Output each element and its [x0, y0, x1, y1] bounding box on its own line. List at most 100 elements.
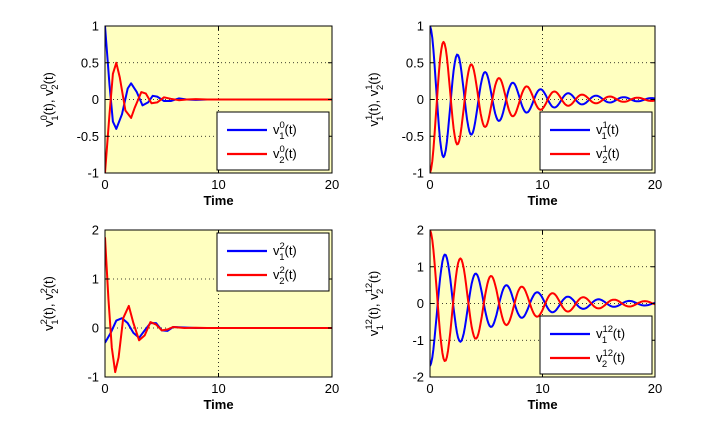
x-tick-label: 10: [211, 381, 225, 396]
series-line-2: [105, 61, 332, 173]
label-superscript: 12: [603, 324, 614, 335]
label-superscript: 1: [603, 144, 608, 155]
x-tick-label: 0: [426, 381, 433, 396]
y-tick-label: 0.5: [81, 55, 99, 70]
label-suffix: (t): [366, 72, 381, 84]
label-suffix: (t): [613, 326, 625, 341]
y-axis-label: v21(t), v22(t): [39, 276, 61, 331]
label-base: v: [596, 122, 603, 137]
y-axis-label-text: v11(t), v12(t): [364, 72, 386, 126]
label-superscript: 0: [280, 144, 285, 155]
label-suffix: (t): [41, 103, 56, 115]
legend: v1 1(t)v1 2(t): [539, 111, 653, 171]
x-axis-label: Time: [527, 397, 557, 412]
label-base: v: [273, 122, 280, 137]
x-tick-label: 0: [426, 177, 433, 192]
label-suffix: (t): [613, 350, 625, 365]
y-tick-label: 1: [92, 272, 99, 287]
x-axis-label: Time: [203, 397, 233, 412]
label-suffix: (t): [366, 271, 381, 283]
y-label-separator: ,: [41, 300, 56, 307]
label-subscript: 2: [50, 84, 61, 89]
y-tick-label: 1: [92, 19, 99, 34]
label-suffix: (t): [607, 122, 619, 137]
y-tick-label: -1: [412, 166, 424, 181]
label-subscript: 1: [375, 116, 386, 121]
legend-label-1: v2 1(t): [273, 241, 297, 263]
series-group: [430, 26, 655, 173]
label-base: v: [273, 146, 280, 161]
y-axis-label: v121(t), v122(t): [364, 271, 386, 336]
x-tick-label: 10: [211, 177, 225, 192]
label-subscript: 1: [375, 325, 386, 330]
label-superscript: 2: [280, 265, 285, 276]
label-base: v: [366, 89, 381, 96]
x-axis-label: Time: [527, 193, 557, 208]
y-tick-label: 0.5: [406, 55, 424, 70]
y-label-separator: ,: [41, 96, 56, 103]
y-tick-label: 0: [417, 296, 424, 311]
label-base: v: [273, 243, 280, 258]
y-tick-label: 0: [92, 92, 99, 107]
x-axis-label: Time: [203, 193, 233, 208]
legend-box: [216, 111, 330, 171]
label-suffix: (t): [607, 146, 619, 161]
label-subscript: 2: [279, 276, 284, 287]
y-tick-label: -1: [412, 333, 424, 348]
legend-label-1: v0 1(t): [273, 120, 297, 142]
label-base: v: [596, 350, 603, 365]
y-tick-label: 2: [92, 223, 99, 238]
x-tick-label: 20: [325, 177, 339, 192]
label-base: v: [366, 120, 381, 127]
label-superscript: 0: [280, 120, 285, 131]
label-base: v: [596, 326, 603, 341]
x-tick-label: 0: [101, 381, 108, 396]
y-axis-label: v01(t), v02(t): [39, 72, 61, 127]
label-subscript: 1: [602, 335, 607, 346]
y-tick-label: -0.5: [77, 129, 99, 144]
legend-box: [539, 315, 653, 375]
label-superscript: 2: [39, 288, 50, 293]
label-suffix: (t): [366, 103, 381, 115]
label-subscript: 1: [601, 131, 606, 142]
series-line-2: [430, 230, 655, 362]
y-tick-label: 1: [417, 19, 424, 34]
y-tick-label: 2: [417, 223, 424, 238]
label-superscript: 2: [39, 319, 50, 324]
y-tick-label: -1: [87, 166, 99, 181]
label-base: v: [366, 329, 381, 336]
legend-label-2: v12 2 (t): [596, 348, 625, 370]
x-tick-label: 20: [648, 177, 662, 192]
legend: v0 1(t)v0 2(t): [216, 111, 330, 171]
label-suffix: (t): [366, 307, 381, 319]
legend: v2 1(t)v2 2(t): [216, 232, 330, 292]
series-line-2: [430, 40, 655, 173]
y-label-separator: ,: [366, 96, 381, 103]
label-subscript: 2: [375, 289, 386, 294]
label-base: v: [596, 146, 603, 161]
y-axis-label-text: v21(t), v22(t): [39, 276, 61, 331]
label-subscript: 2: [50, 288, 61, 293]
label-superscript: 0: [39, 84, 50, 89]
series-group: [105, 237, 332, 374]
label-subscript: 1: [279, 131, 284, 142]
grid: [105, 26, 332, 173]
label-subscript: 2: [602, 359, 607, 370]
label-subscript: 2: [279, 155, 284, 166]
x-tick-label: 10: [535, 381, 549, 396]
y-axis-label: v11(t), v12(t): [364, 72, 386, 126]
label-suffix: (t): [284, 146, 296, 161]
label-suffix: (t): [41, 276, 56, 288]
series-group: [105, 26, 332, 173]
x-tick-label: 0: [101, 177, 108, 192]
label-base: v: [273, 267, 280, 282]
legend-box: [216, 232, 330, 292]
x-tick-label: 20: [325, 381, 339, 396]
legend: v12 1 (t)v12 2 (t): [539, 315, 653, 375]
label-superscript: 1: [364, 115, 375, 120]
